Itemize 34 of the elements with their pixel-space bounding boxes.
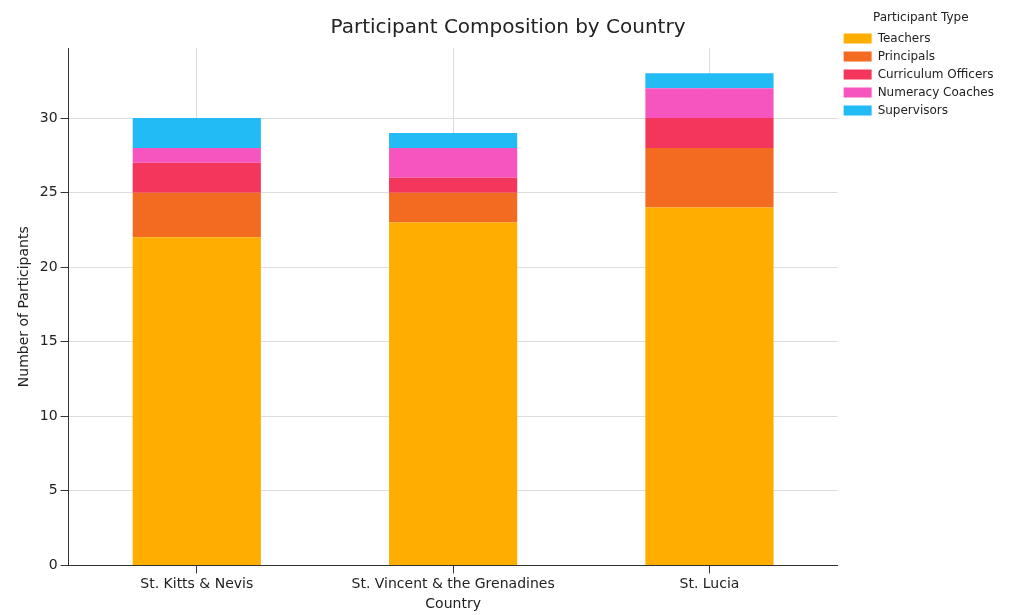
- legend-label: Teachers: [876, 30, 931, 45]
- legend-label: Supervisors: [877, 102, 949, 117]
- bar: [389, 177, 518, 193]
- x-tick-label: St. Kitts & Nevis: [140, 575, 254, 592]
- x-tick-label: St. Lucia: [679, 575, 740, 592]
- y-tick-label: 20: [39, 257, 58, 274]
- bar: [645, 88, 774, 119]
- x-tick-label: St. Vincent & the Grenadines: [351, 575, 555, 592]
- bar: [132, 118, 261, 148]
- x-axis-title: Country: [425, 595, 481, 612]
- bar: [389, 147, 518, 178]
- bar: [645, 118, 774, 148]
- bar: [645, 207, 774, 565]
- bar: [132, 162, 261, 193]
- bar: [132, 147, 261, 163]
- bar: [132, 237, 261, 565]
- bar: [645, 147, 774, 208]
- y-axis-title: Number of Participants: [15, 226, 32, 388]
- y-tick-label: 15: [39, 332, 58, 349]
- y-tick-label: 30: [39, 108, 58, 125]
- legend-title: Participant Type: [873, 10, 969, 25]
- bar: [645, 73, 774, 89]
- bar: [132, 192, 261, 238]
- legend-label: Principals: [877, 48, 936, 63]
- bar: [389, 192, 518, 223]
- y-tick-label: 25: [39, 183, 58, 200]
- y-tick-label: 0: [48, 556, 58, 573]
- chart-title: Participant Composition by Country: [330, 14, 686, 39]
- y-tick-label: 5: [48, 481, 58, 498]
- legend-label: Curriculum Officers: [877, 66, 994, 81]
- legend-label: Numeracy Coaches: [877, 84, 995, 99]
- y-tick-label: 10: [39, 406, 58, 423]
- bar: [389, 132, 518, 148]
- bar: [389, 222, 518, 565]
